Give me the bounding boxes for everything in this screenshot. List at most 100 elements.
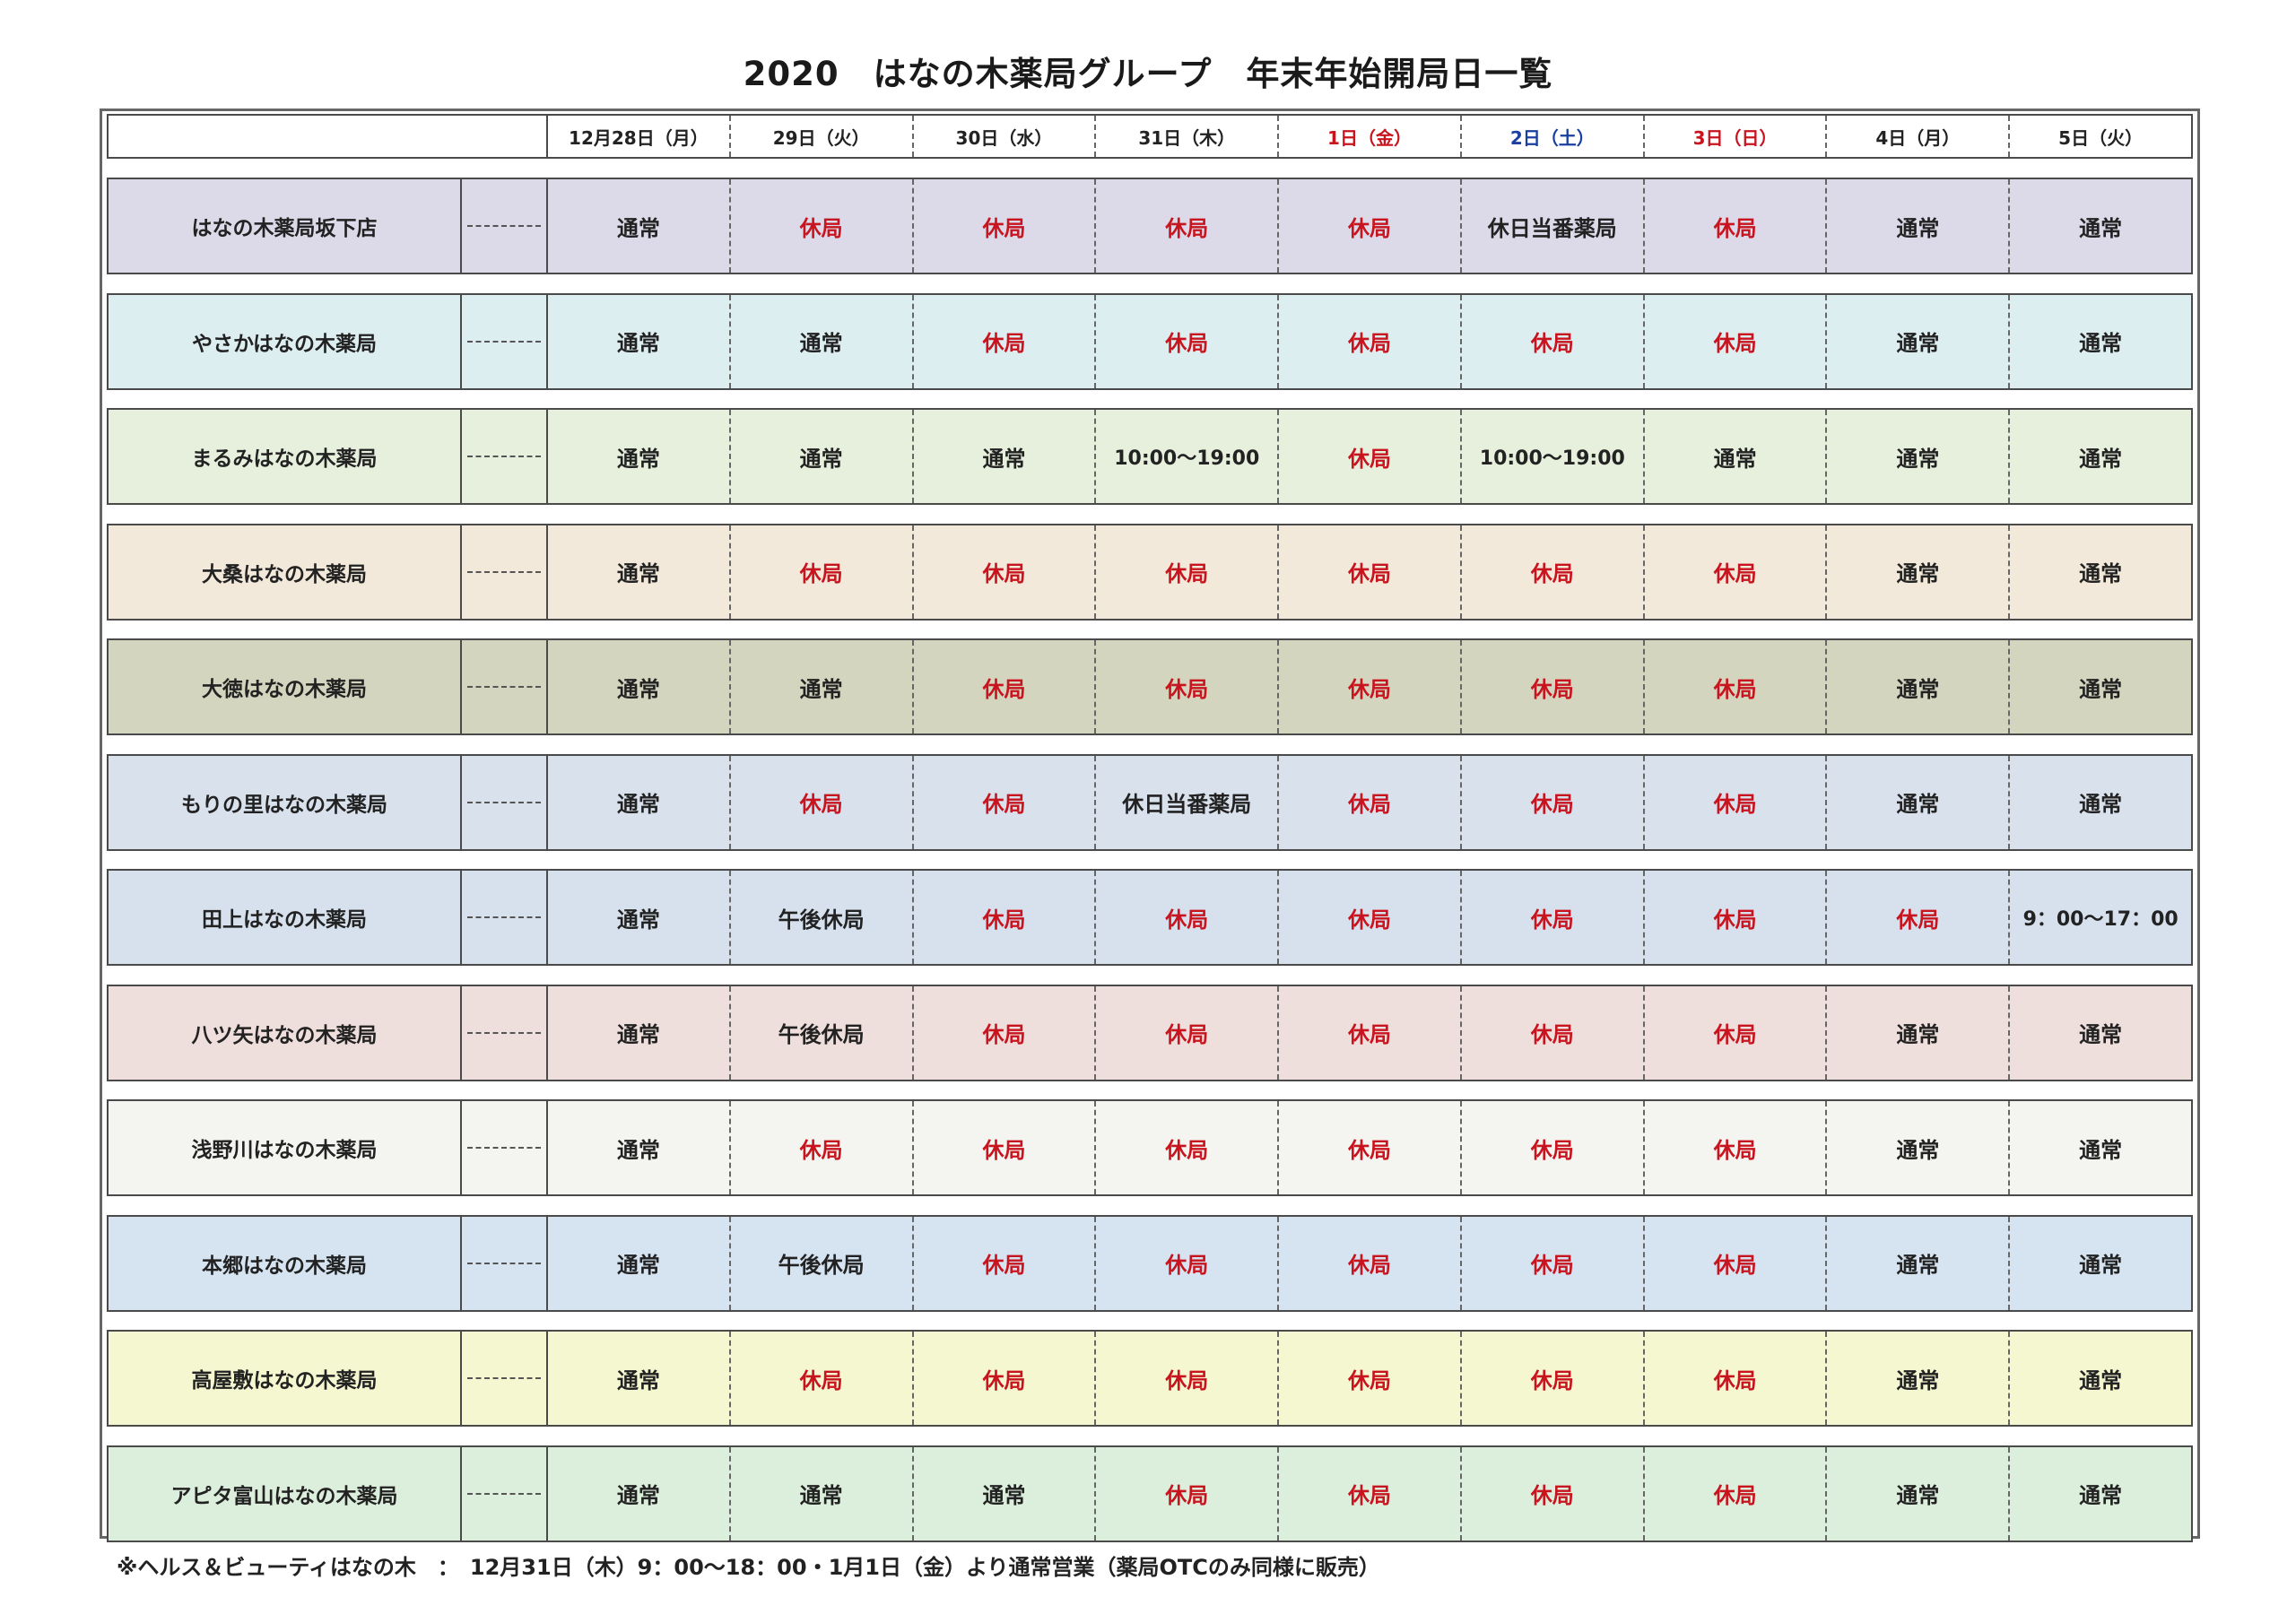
hours-cell: 通常 [2079, 561, 2123, 586]
hours-cell: 通常 [1827, 1216, 2011, 1310]
hours-cell: 休局 [1279, 294, 1462, 388]
hours-cell: 通常 [548, 871, 731, 964]
hours-cell: 10:00～19:00 [1462, 410, 1645, 503]
hours-cell: 休局 [1096, 640, 1280, 733]
hours-cell: 10:00～19:00 [1096, 410, 1280, 503]
hours-cell: 通常 [548, 640, 731, 733]
hours-cell: 通常 [1827, 985, 2011, 1080]
table-row: はなの木薬局坂下店 通常 休局 休局 休局 休局 休日当番薬局 休局 通常 通常 [107, 178, 2193, 274]
hours-cell: 通常 [1827, 294, 2011, 388]
dash-leader [462, 1101, 548, 1194]
hours-cell: 休局 [1096, 1216, 1280, 1310]
store-name: はなの木薬局坂下店 [109, 179, 462, 273]
hours-cell: 休局 [1462, 755, 1645, 849]
dash-leader [462, 294, 548, 388]
table-row: まるみはなの木薬局 通常 通常 通常 10:00～19:00 休局 10:00～19:00 通… [107, 408, 2193, 505]
header-day-7: 4日（月） [1827, 116, 2011, 157]
hours-cell: 通常 [1827, 1332, 2011, 1425]
header-day-2: 30日（水） [914, 116, 1097, 157]
hours-cell: 休日当番薬局 [1096, 755, 1280, 849]
hours-cell: 通常 [731, 294, 914, 388]
hours-cell: 通常 [2079, 1137, 2123, 1163]
hours-cell: 休局 [1279, 985, 1462, 1080]
hours-cell: 通常 [548, 1216, 731, 1310]
hours-cell: 休局 [1645, 755, 1828, 849]
hours-cell: 休局 [914, 1216, 1097, 1310]
hours-cell: 通常 [548, 755, 731, 849]
hours-cell: 休局 [914, 1332, 1097, 1425]
hours-cell: 休局 [914, 294, 1097, 388]
hours-cell: 休局 [1645, 294, 1828, 388]
hours-cell: 休局 [1279, 179, 1462, 273]
table-row: もりの里はなの木薬局 通常 休局 休局 休日当番薬局 休局 休局 休局 通常 通常 [107, 753, 2193, 851]
hours-cell: 休局 [1279, 1101, 1462, 1194]
header-day-3: 31日（木） [1096, 116, 1280, 157]
header-day-4: 1日（金） [1279, 116, 1462, 157]
hours-cell: 休局 [1645, 985, 1828, 1080]
hours-cell: 休局 [1462, 871, 1645, 964]
dash-leader [462, 871, 548, 964]
header-day-1: 29日（火） [731, 116, 914, 157]
hours-cell: 休局 [1645, 179, 1828, 273]
dash-leader [462, 1446, 548, 1541]
table-row: 高屋敷はなの木薬局 通常 休局 休局 休局 休局 休局 休局 通常 通常 [107, 1330, 2193, 1427]
hours-cell: 通常 [731, 410, 914, 503]
hours-cell: 通常 [548, 1101, 731, 1194]
hours-cell: 通常 [1827, 640, 2011, 733]
hours-cell: 休局 [914, 871, 1097, 964]
hours-cell: 休局 [1462, 985, 1645, 1080]
header-day-8: 5日（火） [2058, 126, 2144, 149]
hours-cell: 通常 [548, 1332, 731, 1425]
hours-cell: 午後休局 [731, 985, 914, 1080]
hours-cell: 休局 [1645, 640, 1828, 733]
hours-cell: 休局 [1645, 1101, 1828, 1194]
hours-cell: 休局 [1096, 1332, 1280, 1425]
hours-cell: 休局 [1279, 525, 1462, 619]
hours-cell: 通常 [1827, 179, 2011, 273]
hours-cell: 休局 [1462, 640, 1645, 733]
store-name: 本郷はなの木薬局 [109, 1216, 462, 1310]
hours-cell: 休局 [1279, 755, 1462, 849]
hours-cell: 休局 [914, 1101, 1097, 1194]
hours-cell: 通常 [548, 179, 731, 273]
hours-cell: 休局 [914, 755, 1097, 849]
hours-cell: 通常 [731, 1446, 914, 1541]
hours-cell: 休局 [1645, 1216, 1828, 1310]
hours-cell: 午後休局 [731, 1216, 914, 1310]
store-name: アピタ富山はなの木薬局 [109, 1446, 462, 1541]
hours-cell: 休局 [1462, 1216, 1645, 1310]
dash-leader [462, 1216, 548, 1310]
hours-cell: 通常 [1827, 410, 2011, 503]
hours-cell: 休局 [731, 179, 914, 273]
hours-cell: 通常 [2079, 676, 2123, 702]
store-name: 高屋敷はなの木薬局 [109, 1332, 462, 1425]
store-name: やさかはなの木薬局 [109, 294, 462, 388]
hours-cell: 通常 [548, 410, 731, 503]
hours-cell: 休局 [1279, 1332, 1462, 1425]
hours-cell: 通常 [1827, 1446, 2011, 1541]
dash-leader [462, 640, 548, 733]
hours-cell: 休局 [731, 525, 914, 619]
hours-cell: 休局 [1645, 1446, 1828, 1541]
header-blank-cell [109, 116, 548, 157]
hours-cell: 休局 [1462, 1446, 1645, 1541]
hours-cell: 休局 [914, 640, 1097, 733]
page-title: 2020 はなの木薬局グループ 年末年始開局日一覧 [743, 55, 1553, 93]
hours-cell: 通常 [548, 525, 731, 619]
store-name: もりの里はなの木薬局 [109, 755, 462, 849]
hours-cell: 通常 [914, 410, 1097, 503]
hours-cell: 休局 [731, 1332, 914, 1425]
hours-cell: 休日当番薬局 [1462, 179, 1645, 273]
store-name: 大桑はなの木薬局 [109, 525, 462, 619]
hours-cell: 休局 [1279, 410, 1462, 503]
hours-cell: 通常 [548, 985, 731, 1080]
hours-cell: 休局 [1645, 525, 1828, 619]
hours-cell: 休局 [914, 179, 1097, 273]
header-day-0: 12月28日（月） [548, 116, 731, 157]
hours-cell: 通常 [2079, 331, 2123, 356]
table-row: 大徳はなの木薬局 通常 通常 休局 休局 休局 休局 休局 通常 通常 [107, 638, 2193, 735]
dash-leader [462, 525, 548, 619]
hours-cell: 休局 [1096, 985, 1280, 1080]
store-name: 浅野川はなの木薬局 [109, 1101, 462, 1194]
table-row: アピタ富山はなの木薬局 通常 通常 通常 休局 休局 休局 休局 通常 通常 [107, 1445, 2193, 1542]
